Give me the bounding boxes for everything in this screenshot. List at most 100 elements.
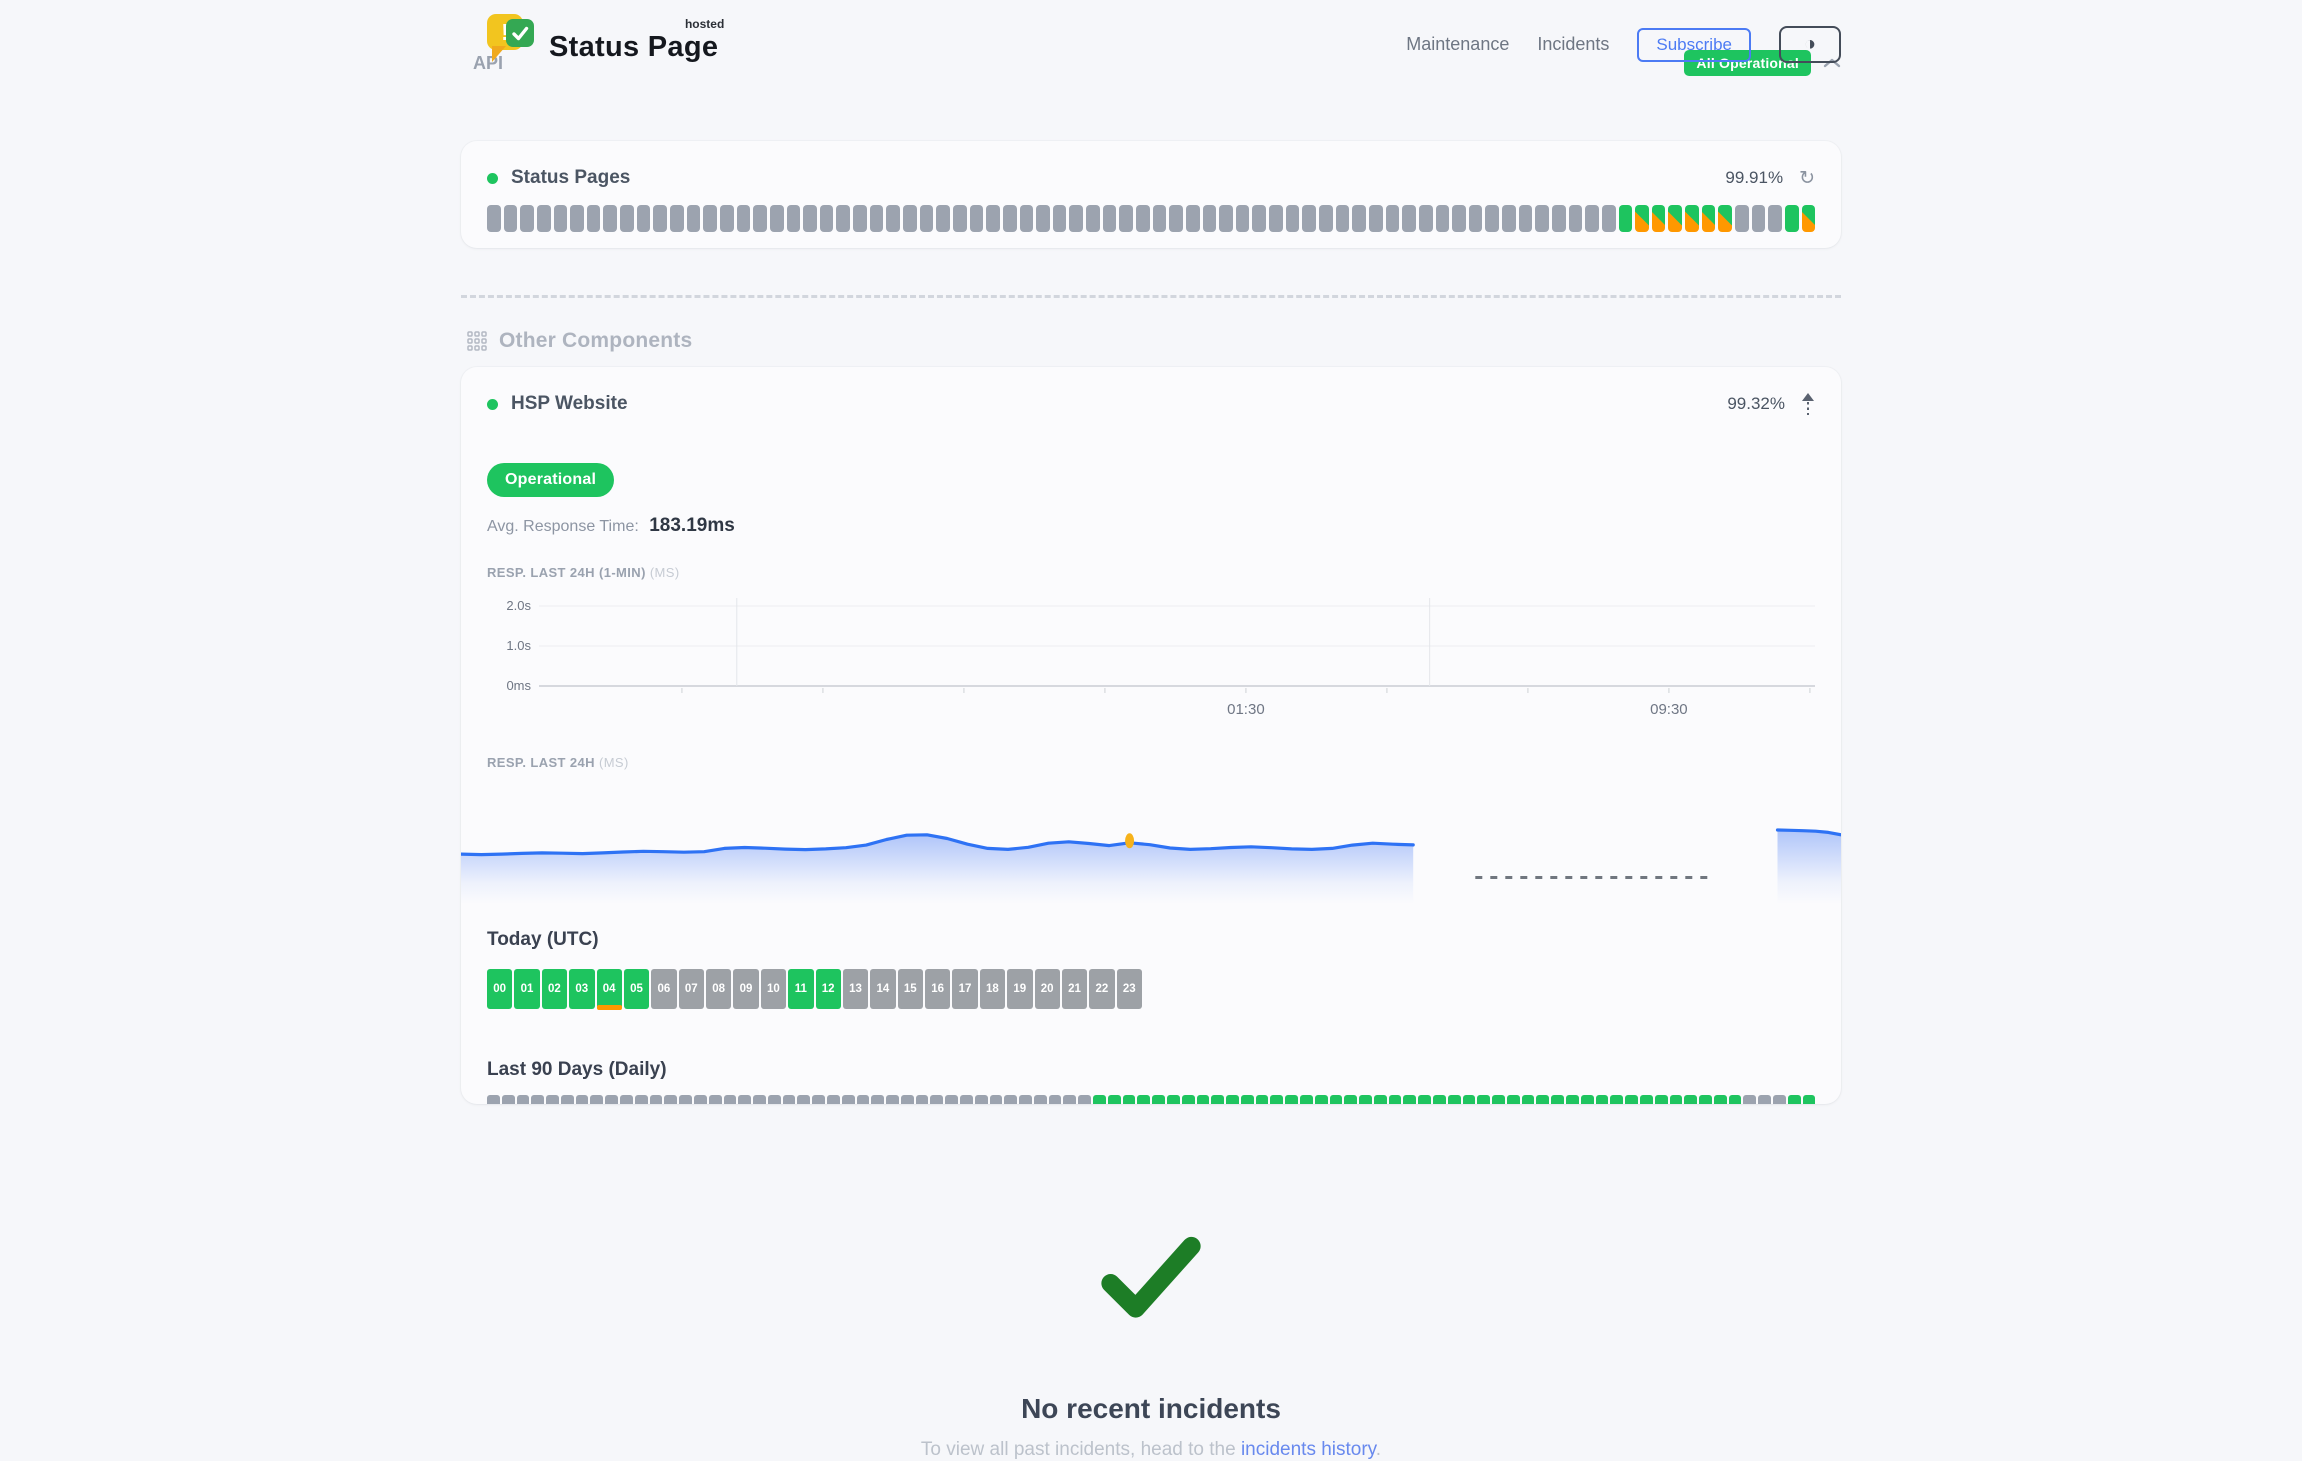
uptime-bar[interactable] (1654, 1095, 1668, 1104)
hour-block-22[interactable]: 22 (1089, 969, 1115, 1009)
uptime-bar[interactable] (1048, 1095, 1062, 1104)
hour-block-13[interactable]: 13 (842, 969, 869, 1009)
uptime-bar[interactable] (786, 205, 801, 232)
hour-block-00[interactable]: 00 (487, 969, 513, 1009)
uptime-bar[interactable] (841, 1095, 855, 1104)
uptime-bar[interactable] (536, 205, 551, 232)
uptime-bar[interactable] (1137, 1095, 1151, 1104)
uptime-bar[interactable] (1036, 205, 1050, 232)
hour-block-04[interactable]: 04 (596, 969, 622, 1010)
hour-block-12[interactable]: 12 (815, 969, 841, 1009)
uptime-bar[interactable] (1418, 1095, 1431, 1104)
uptime-bar[interactable] (560, 1095, 574, 1104)
uptime-bar[interactable] (915, 1095, 929, 1104)
uptime-bar[interactable] (1152, 205, 1167, 232)
uptime-bar[interactable] (856, 1095, 870, 1104)
uptime-bar[interactable] (1618, 205, 1633, 232)
uptime-bar[interactable] (1373, 1095, 1387, 1104)
uptime-bar[interactable] (753, 1095, 766, 1104)
uptime-bar[interactable] (670, 205, 684, 232)
uptime-bar[interactable] (620, 205, 634, 232)
uptime-bar[interactable] (1518, 205, 1533, 232)
uptime-bar[interactable] (969, 205, 984, 232)
uptime-bar[interactable] (1359, 1095, 1372, 1104)
uptime-bar[interactable] (1625, 1095, 1638, 1104)
uptime-bar[interactable] (1002, 205, 1017, 232)
uptime-bar[interactable] (1196, 1095, 1210, 1104)
hour-block-23[interactable]: 23 (1116, 969, 1142, 1009)
uptime-bar[interactable] (945, 1095, 958, 1104)
uptime-bar[interactable] (1299, 1095, 1313, 1104)
hour-block-18[interactable]: 18 (979, 969, 1006, 1009)
highlight-point[interactable] (1125, 833, 1135, 849)
uptime-bar[interactable] (871, 1095, 885, 1104)
uptime-bar[interactable] (546, 1095, 559, 1104)
uptime-bar[interactable] (503, 205, 518, 232)
uptime-bar[interactable] (900, 1095, 914, 1104)
hour-block-11[interactable]: 11 (788, 969, 814, 1009)
uptime-bar[interactable] (1452, 205, 1466, 232)
uptime-bar[interactable] (603, 205, 618, 232)
uptime-bar[interactable] (1402, 205, 1416, 232)
uptime-bar[interactable] (1211, 1095, 1225, 1104)
uptime-bar[interactable] (1477, 1095, 1491, 1104)
uptime-bar[interactable] (1758, 1095, 1771, 1104)
uptime-bar[interactable] (1019, 1095, 1032, 1104)
uptime-bar[interactable] (1566, 1095, 1579, 1104)
uptime-bar[interactable] (1252, 205, 1267, 232)
uptime-bar[interactable] (1728, 1095, 1742, 1104)
nav-maintenance[interactable]: Maintenance (1406, 34, 1510, 54)
uptime-bar[interactable] (1551, 1095, 1565, 1104)
uptime-bar[interactable] (1063, 1095, 1077, 1104)
uptime-bar[interactable] (826, 1095, 840, 1104)
uptime-bar[interactable] (819, 205, 834, 232)
uptime-bar[interactable] (1768, 205, 1782, 232)
uptime-bar[interactable] (1302, 205, 1317, 232)
uptime-bar[interactable] (693, 1095, 707, 1104)
uptime-bar[interactable] (1093, 1095, 1106, 1104)
uptime-bar[interactable] (1004, 1095, 1018, 1104)
uptime-bar[interactable] (1635, 205, 1649, 232)
uptime-bar[interactable] (719, 205, 734, 232)
uptime-bar[interactable] (1240, 1095, 1254, 1104)
uptime-bar[interactable] (853, 205, 867, 232)
uptime-bar[interactable] (1595, 1095, 1609, 1104)
uptime-bar[interactable] (1639, 1095, 1653, 1104)
uptime-bar[interactable] (1329, 1095, 1343, 1104)
uptime-bar[interactable] (930, 1095, 944, 1104)
uptime-bar[interactable] (960, 1095, 973, 1104)
uptime-bar[interactable] (1418, 205, 1433, 232)
uptime-bar[interactable] (952, 205, 967, 232)
uptime-bar[interactable] (886, 205, 901, 232)
uptime-bar[interactable] (1202, 205, 1217, 232)
uptime-bar[interactable] (919, 205, 934, 232)
hour-block-03[interactable]: 03 (569, 969, 595, 1009)
uptime-bar[interactable] (1610, 1095, 1624, 1104)
uptime-bar[interactable] (1285, 205, 1300, 232)
uptime-bar[interactable] (520, 205, 534, 232)
uptime-bar[interactable] (1119, 205, 1133, 232)
uptime-bar[interactable] (1403, 1095, 1417, 1104)
uptime-bar[interactable] (1502, 205, 1516, 232)
hour-block-10[interactable]: 10 (760, 969, 787, 1009)
uptime-bar[interactable] (936, 205, 950, 232)
uptime-bar[interactable] (989, 1095, 1003, 1104)
uptime-bar[interactable] (986, 205, 1000, 232)
uptime-bar[interactable] (679, 1095, 692, 1104)
refresh-icon[interactable]: ↻ (1799, 167, 1815, 189)
hour-block-07[interactable]: 07 (678, 969, 704, 1009)
uptime-bar[interactable] (1651, 205, 1666, 232)
hour-block-19[interactable]: 19 (1007, 969, 1033, 1009)
uptime-bar[interactable] (1385, 205, 1400, 232)
uptime-bar[interactable] (1270, 1095, 1284, 1104)
hour-block-14[interactable]: 14 (870, 969, 896, 1009)
uptime-bar[interactable] (1255, 1095, 1269, 1104)
uptime-bar[interactable] (1535, 205, 1549, 232)
uptime-bar[interactable] (886, 1095, 899, 1104)
uptime-bar[interactable] (1433, 1095, 1446, 1104)
uptime-bar[interactable] (620, 1095, 633, 1104)
uptime-bar[interactable] (1601, 205, 1616, 232)
uptime-bar[interactable] (1169, 205, 1183, 232)
uptime-bar[interactable] (553, 205, 568, 232)
hour-block-15[interactable]: 15 (897, 969, 923, 1009)
